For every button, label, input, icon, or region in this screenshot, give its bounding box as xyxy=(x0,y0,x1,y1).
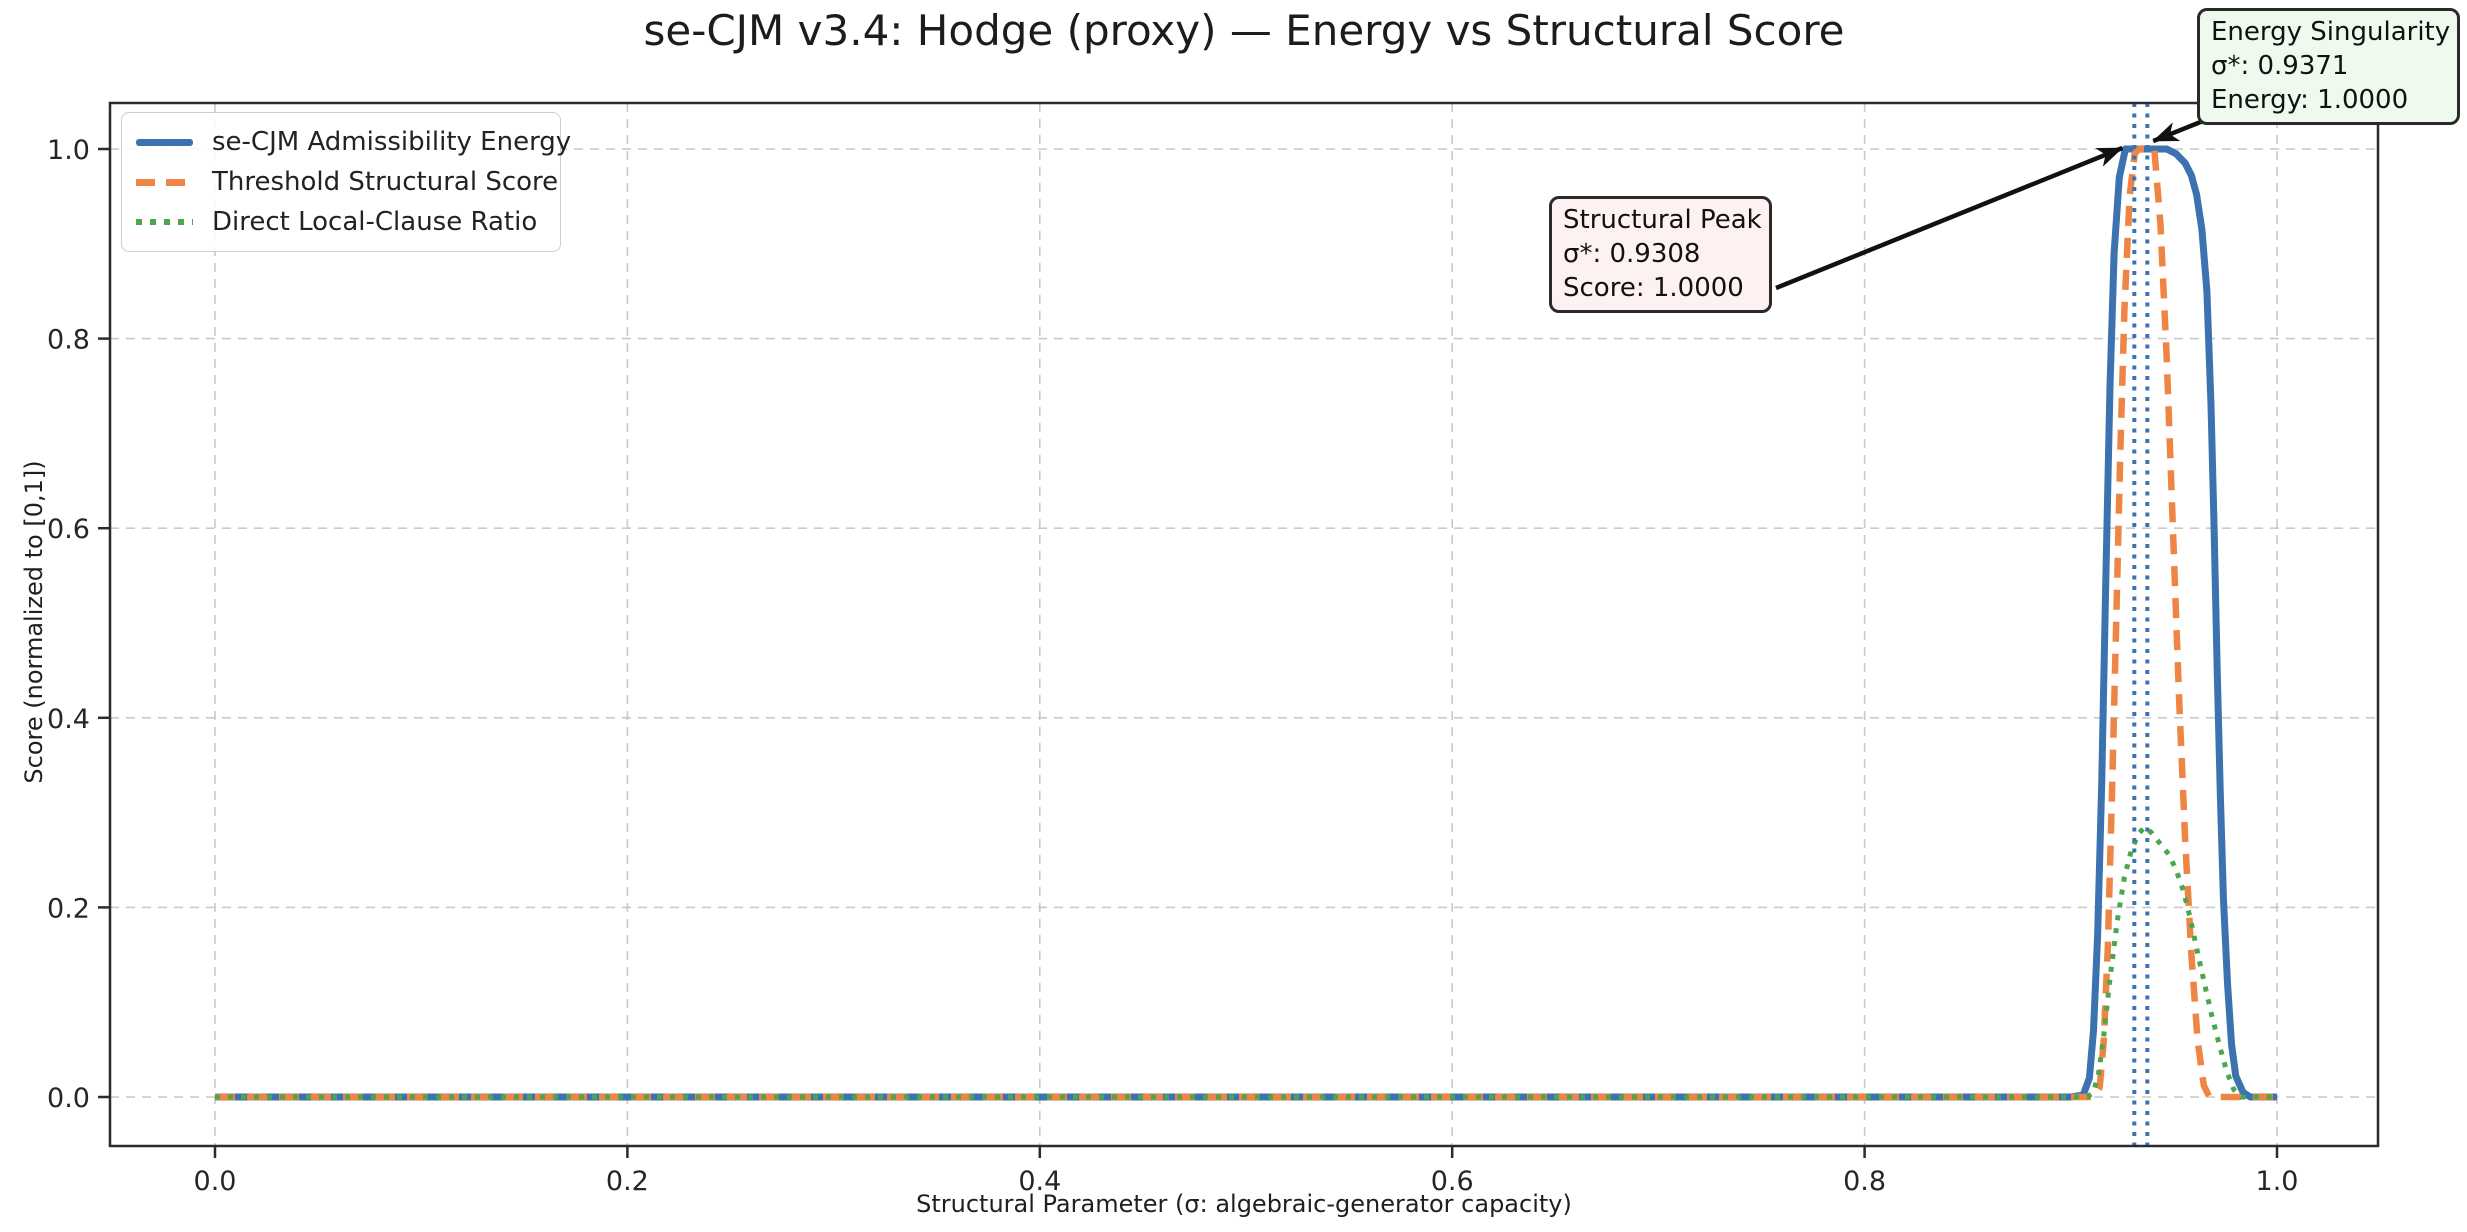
annotation-sigma: σ*: 0.9308 xyxy=(1563,238,1701,269)
annotation-title: Energy Singularity xyxy=(2211,17,2451,47)
x-tick-label: 0.6 xyxy=(1431,1166,1474,1197)
legend-label: Threshold Structural Score xyxy=(212,167,559,197)
legend-item-threshold: Threshold Structural Score xyxy=(136,162,558,202)
legend-label: Direct Local-Clause Ratio xyxy=(212,207,538,237)
series-line-2 xyxy=(215,824,2277,1100)
y-tick-label: 0.0 xyxy=(47,1083,90,1114)
y-tick-label: 0.2 xyxy=(47,893,90,924)
x-tick-label: 1.0 xyxy=(2256,1166,2299,1197)
x-tick-label: 0.2 xyxy=(606,1166,649,1197)
y-tick-label: 0.6 xyxy=(47,514,90,545)
legend: se-CJM Admissibility Energy Threshold St… xyxy=(121,112,571,252)
legend-line-sample-dotted-icon xyxy=(136,219,193,225)
y-tick-label: 1.0 xyxy=(47,135,90,166)
annotation-energy: Energy: 1.0000 xyxy=(2211,84,2409,115)
annotation-sigma: σ*: 0.9371 xyxy=(2211,50,2349,81)
x-axis-label: Structural Parameter (σ: algebraic-gener… xyxy=(916,1190,1572,1218)
annotation-score: Score: 1.0000 xyxy=(1563,272,1744,303)
legend-label: se-CJM Admissibility Energy xyxy=(212,127,572,157)
legend-line-sample-solid-icon xyxy=(136,138,193,146)
annotation-structural-peak: Structural Peak σ*: 0.9308 Score: 1.0000 xyxy=(1549,196,1772,314)
annotation-title: Structural Peak xyxy=(1563,205,1762,235)
legend-item-energy: se-CJM Admissibility Energy xyxy=(136,122,571,162)
series-line-1 xyxy=(215,145,2277,1101)
y-tick-label: 0.4 xyxy=(47,704,90,735)
annotation-arrow-structural_peak xyxy=(1775,145,2124,291)
y-axis-label: Score (normalized to [0,1]) xyxy=(20,460,48,784)
y-tick-label: 0.8 xyxy=(47,325,90,356)
legend-item-ratio: Direct Local-Clause Ratio xyxy=(136,202,546,242)
x-tick-label: 0.4 xyxy=(1018,1166,1061,1197)
legend-line-sample-dashed-icon xyxy=(136,178,193,186)
x-tick-label: 0.0 xyxy=(194,1166,237,1197)
axes-spine xyxy=(108,101,2380,1148)
x-tick-label: 0.8 xyxy=(1843,1166,1886,1197)
chart-title: se-CJM v3.4: Hodge (proxy) — Energy vs S… xyxy=(643,6,1845,55)
annotation-energy-singularity: Energy Singularity σ*: 0.9371 Energy: 1.… xyxy=(2197,8,2460,126)
series-line-0 xyxy=(215,145,2277,1101)
